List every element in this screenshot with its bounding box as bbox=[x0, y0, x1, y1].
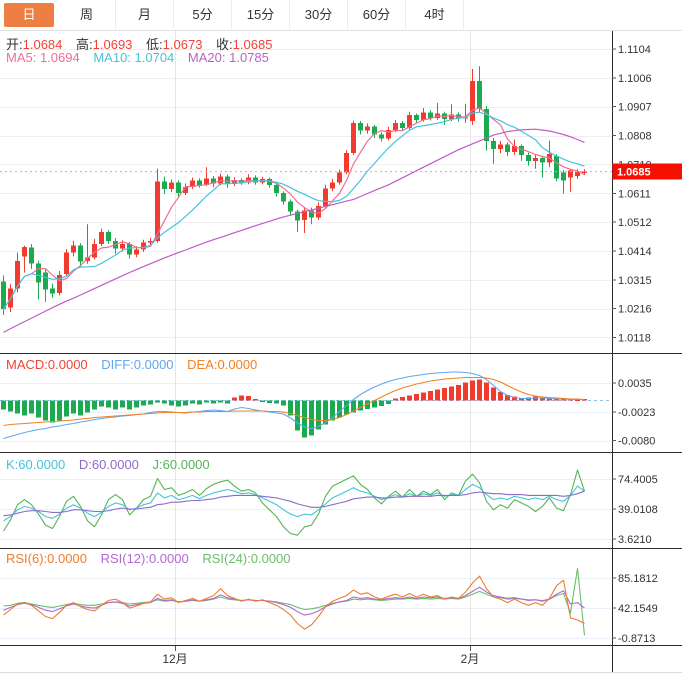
svg-text:1.1104: 1.1104 bbox=[618, 44, 651, 56]
tab-week[interactable]: 周 bbox=[58, 0, 116, 29]
low-value: 1.0673 bbox=[162, 37, 203, 52]
close-label: 收: bbox=[216, 37, 233, 52]
high-label: 高: bbox=[76, 37, 93, 52]
ma10-value: MA10: 1.0704 bbox=[93, 50, 175, 65]
rsi6-value: RSI(6):0.0000 bbox=[6, 551, 87, 566]
svg-text:42.1549: 42.1549 bbox=[618, 603, 658, 615]
rsi-readout: RSI(6):0.0000 RSI(12):0.0000 RSI(24):0.0… bbox=[6, 551, 301, 566]
j-value: J:60.0000 bbox=[152, 457, 210, 472]
ma5-value: MA5: 1.0694 bbox=[6, 50, 80, 65]
tab-4hour[interactable]: 4时 bbox=[406, 0, 464, 29]
macd-readout: MACD:0.0000 DIFF:0.0000 DEA:0.0000 bbox=[6, 357, 267, 372]
open-label: 开: bbox=[6, 37, 23, 52]
svg-text:1.0512: 1.0512 bbox=[618, 217, 652, 229]
ma20-value: MA20: 1.0785 bbox=[187, 50, 269, 65]
svg-text:1.0685: 1.0685 bbox=[617, 167, 651, 179]
tab-60min[interactable]: 60分 bbox=[348, 0, 406, 29]
svg-text:0.0035: 0.0035 bbox=[618, 378, 652, 390]
rsi24-value: RSI(24):0.0000 bbox=[202, 551, 291, 566]
svg-text:1.0315: 1.0315 bbox=[618, 275, 652, 287]
svg-text:3.6210: 3.6210 bbox=[618, 534, 652, 546]
svg-text:1.1006: 1.1006 bbox=[618, 73, 652, 85]
svg-text:-0.8713: -0.8713 bbox=[618, 633, 655, 645]
tab-5min[interactable]: 5分 bbox=[174, 0, 232, 29]
tab-30min[interactable]: 30分 bbox=[290, 0, 348, 29]
tabbar-filler bbox=[464, 0, 682, 30]
timeframe-tabs: 日 周 月 5分 15分 30分 60分 4时 bbox=[0, 0, 682, 31]
svg-text:-0.0023: -0.0023 bbox=[618, 407, 655, 419]
svg-text:74.4005: 74.4005 bbox=[618, 474, 658, 486]
svg-text:12月: 12月 bbox=[162, 652, 187, 666]
tab-15min[interactable]: 15分 bbox=[232, 0, 290, 29]
diff-value: DIFF:0.0000 bbox=[101, 357, 174, 372]
svg-text:-0.0080: -0.0080 bbox=[618, 436, 655, 448]
svg-text:1.0907: 1.0907 bbox=[618, 102, 652, 114]
open-value: 1.0684 bbox=[22, 37, 63, 52]
macd-value: MACD:0.0000 bbox=[6, 357, 88, 372]
svg-text:2月: 2月 bbox=[461, 652, 480, 666]
tab-day[interactable]: 日 bbox=[4, 3, 54, 27]
svg-text:1.0118: 1.0118 bbox=[618, 332, 651, 344]
dea-value: DEA:0.0000 bbox=[187, 357, 258, 372]
d-value: D:60.0000 bbox=[78, 457, 139, 472]
k-value: K:60.0000 bbox=[6, 457, 66, 472]
svg-text:39.0108: 39.0108 bbox=[618, 504, 658, 516]
low-label: 低: bbox=[146, 37, 163, 52]
close-value: 1.0685 bbox=[232, 37, 273, 52]
svg-text:1.0414: 1.0414 bbox=[618, 246, 652, 258]
high-value: 1.0693 bbox=[92, 37, 133, 52]
ma-readout: MA5: 1.0694 MA10: 1.0704 MA20: 1.0785 bbox=[6, 50, 279, 65]
svg-text:85.1812: 85.1812 bbox=[618, 573, 658, 585]
kdj-readout: K:60.0000 D:60.0000 J:60.0000 bbox=[6, 457, 220, 472]
svg-text:1.0611: 1.0611 bbox=[618, 188, 651, 200]
svg-text:1.0216: 1.0216 bbox=[618, 304, 652, 316]
tab-month[interactable]: 月 bbox=[116, 0, 174, 29]
svg-text:1.0808: 1.0808 bbox=[618, 131, 652, 143]
ohlc-readout: 开:1.0684 高:1.0693 低:1.0673 收:1.0685 bbox=[6, 34, 282, 53]
rsi12-value: RSI(12):0.0000 bbox=[100, 551, 189, 566]
